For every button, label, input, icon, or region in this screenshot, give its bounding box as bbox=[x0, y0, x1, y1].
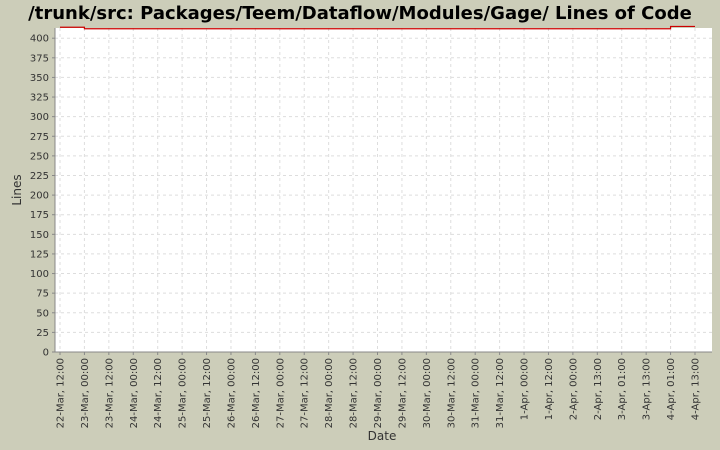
y-tick-label: 125 bbox=[30, 249, 49, 260]
y-tick-label: 200 bbox=[30, 191, 49, 202]
x-tick-label: 1-Apr, 00:00 bbox=[520, 358, 531, 420]
y-tick-label: 50 bbox=[36, 308, 49, 319]
y-axis-title: Lines bbox=[10, 174, 24, 205]
y-tick-label: 275 bbox=[30, 132, 49, 143]
y-tick-label: 325 bbox=[30, 93, 49, 104]
x-tick-label: 30-Mar, 00:00 bbox=[422, 358, 433, 428]
y-tick-label: 0 bbox=[43, 348, 49, 359]
x-tick-label: 27-Mar, 12:00 bbox=[300, 358, 311, 428]
y-tick-label: 350 bbox=[30, 73, 49, 84]
x-tick-label: 31-Mar, 12:00 bbox=[495, 358, 506, 428]
y-tick-label: 375 bbox=[30, 53, 49, 64]
x-tick-label: 25-Mar, 12:00 bbox=[202, 358, 213, 428]
x-tick-label: 23-Mar, 12:00 bbox=[104, 358, 115, 428]
y-tick-label: 150 bbox=[30, 230, 49, 241]
x-tick-label: 31-Mar, 00:00 bbox=[471, 358, 482, 428]
y-tick-label: 100 bbox=[30, 269, 49, 280]
x-tick-label: 28-Mar, 00:00 bbox=[324, 358, 335, 428]
x-tick-label: 1-Apr, 12:00 bbox=[544, 358, 555, 420]
x-tick-label: 2-Apr, 13:00 bbox=[593, 358, 604, 420]
y-tick-label: 400 bbox=[30, 34, 49, 45]
x-tick-label: 25-Mar, 00:00 bbox=[178, 358, 189, 428]
x-tick-label: 4-Apr, 01:00 bbox=[666, 358, 677, 420]
y-tick-label: 250 bbox=[30, 151, 49, 162]
chart-title: /trunk/src: Packages/Teem/Dataflow/Modul… bbox=[28, 3, 692, 24]
x-tick-label: 22-Mar, 12:00 bbox=[56, 358, 67, 428]
plot-area bbox=[55, 28, 712, 352]
x-tick-label: 3-Apr, 01:00 bbox=[617, 358, 628, 420]
y-tick-label: 225 bbox=[30, 171, 49, 182]
x-tick-label: 4-Apr, 13:00 bbox=[691, 358, 702, 420]
y-tick-label: 300 bbox=[30, 112, 49, 123]
x-tick-label: 27-Mar, 00:00 bbox=[275, 358, 286, 428]
x-tick-label: 24-Mar, 00:00 bbox=[129, 358, 140, 428]
x-axis-title: Date bbox=[368, 429, 397, 443]
x-tick-label: 26-Mar, 00:00 bbox=[226, 358, 237, 428]
x-tick-label: 29-Mar, 00:00 bbox=[373, 358, 384, 428]
x-tick-label: 30-Mar, 12:00 bbox=[446, 358, 457, 428]
x-tick-label: 28-Mar, 12:00 bbox=[349, 358, 360, 428]
x-tick-label: 3-Apr, 13:00 bbox=[642, 358, 653, 420]
x-tick-label: 26-Mar, 12:00 bbox=[251, 358, 262, 428]
x-tick-label: 23-Mar, 00:00 bbox=[80, 358, 91, 428]
y-tick-label: 25 bbox=[36, 328, 49, 339]
x-tick-label: 2-Apr, 00:00 bbox=[568, 358, 579, 420]
y-tick-label: 75 bbox=[36, 289, 49, 300]
y-tick-label: 175 bbox=[30, 210, 49, 221]
x-tick-label: 29-Mar, 12:00 bbox=[397, 358, 408, 428]
data-line bbox=[60, 25, 695, 30]
x-tick-label: 24-Mar, 12:00 bbox=[153, 358, 164, 428]
